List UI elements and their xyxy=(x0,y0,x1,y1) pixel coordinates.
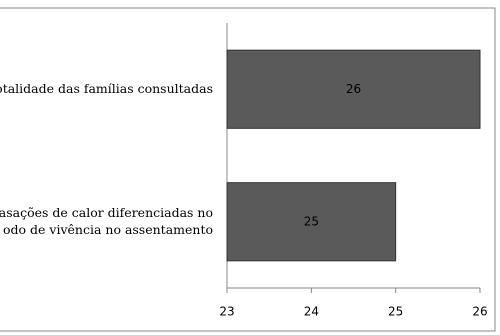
y-tick-label: asações de calor diferenciadas no xyxy=(0,205,213,220)
value-label: 26 xyxy=(346,82,361,96)
y-tick-label: otalidade das famílias consultadas xyxy=(0,81,213,96)
bar xyxy=(226,182,397,262)
x-tick-label: 24 xyxy=(304,305,319,319)
x-tick-label: 25 xyxy=(388,305,403,319)
bar xyxy=(226,49,481,129)
x-tick-label: 23 xyxy=(219,305,234,319)
chart-frame xyxy=(0,7,496,332)
value-label: 25 xyxy=(304,214,319,228)
x-tick-label: 26 xyxy=(472,305,487,319)
y-tick-label: odo de vivência no assentamento xyxy=(3,222,213,237)
